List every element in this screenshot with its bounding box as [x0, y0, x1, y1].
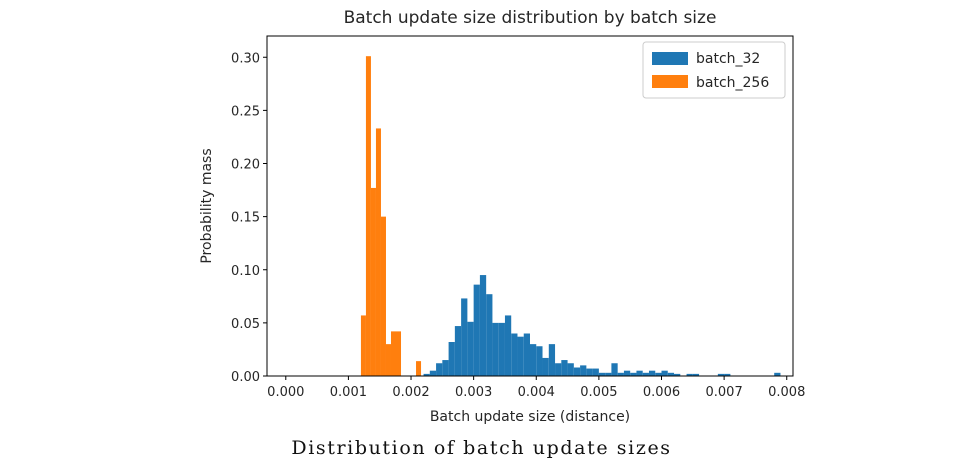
bar-batch-32-15: [517, 336, 524, 376]
bar-batch-32-16: [523, 333, 530, 376]
bar-batch-32-18: [536, 346, 543, 376]
bar-batch-32-1: [429, 370, 437, 376]
bar-batch-256-3: [375, 128, 381, 376]
plot-bars: [360, 56, 781, 377]
bar-batch-32-0: [423, 373, 430, 377]
y-axis-ticks: 0.00 0.05 0.10 0.15 0.20 0.25 0.30: [231, 51, 267, 385]
legend-swatch-batch-256: [652, 75, 688, 88]
legend-label-batch-32: batch_32: [696, 51, 760, 67]
bar-batch-32-19: [542, 357, 549, 376]
bar-batch-32-39: [667, 372, 675, 376]
bar-batch-256-4: [380, 216, 386, 377]
histogram-figure: Batch update size distribution by batch …: [199, 8, 805, 425]
bar-batch-32-12: [498, 322, 505, 377]
bar-batch-32-11: [492, 322, 499, 377]
bar-batch-32-41: [686, 373, 693, 377]
x-tick-label: 0.006: [643, 385, 680, 400]
bar-batch-256-7: [396, 331, 402, 377]
bar-batch-256-0: [360, 315, 366, 376]
x-tick-label: 0.007: [706, 385, 743, 400]
bar-batch-32-40: [674, 373, 681, 377]
bar-batch-32-29: [605, 372, 612, 376]
y-tick-label: 0.30: [231, 51, 260, 66]
bar-batch-32-36: [648, 370, 656, 376]
bar-batch-32-8: [473, 284, 480, 377]
x-tick-label: 0.001: [330, 385, 367, 400]
bar-batch-32-21: [555, 363, 562, 376]
bar-batch-32-43: [717, 373, 725, 377]
bar-batch-32-28: [598, 372, 606, 376]
bar-batch-32-25: [580, 365, 587, 377]
bar-batch-32-13: [504, 315, 512, 376]
bar-batch-32-17: [530, 344, 537, 377]
bar-batch-32-30: [611, 363, 618, 376]
bar-batch-32-2: [436, 363, 443, 376]
bar-batch-32-6: [461, 298, 468, 376]
chart-title: Batch update size distribution by batch …: [344, 8, 717, 28]
bar-batch-32-14: [511, 333, 518, 376]
x-axis-label: Batch update size (distance): [430, 409, 630, 425]
bar-batch-32-5: [454, 326, 462, 376]
y-tick-label: 0.10: [231, 264, 260, 279]
bar-batch-32-33: [630, 372, 637, 376]
bar-batch-32-44: [724, 373, 731, 377]
x-tick-label: 0.000: [267, 385, 304, 400]
bar-batch-32-34: [636, 370, 643, 376]
legend-label-batch-256: batch_256: [696, 75, 769, 91]
bar-batch-32-7: [467, 321, 474, 376]
bar-batch-32-3: [442, 360, 449, 376]
bar-batch-32-31: [617, 372, 624, 376]
legend: batch_32 batch_256: [642, 41, 786, 99]
bar-batch-32-9: [479, 275, 487, 376]
bar-batch-256-6: [390, 331, 396, 377]
bar-batch-256-2: [370, 187, 376, 376]
bar-batch-32-23: [567, 363, 574, 376]
y-axis-label: Probability mass: [199, 148, 215, 263]
bar-batch-32-32: [623, 370, 631, 376]
bar-batch-32-45: [774, 372, 781, 376]
bar-batch-32-22: [561, 360, 568, 376]
bar-batch-32-38: [661, 370, 668, 376]
bar-batch-32-10: [486, 294, 493, 376]
figure-caption: Distribution of batch update sizes: [291, 437, 672, 459]
bar-batch-256-1: [365, 56, 371, 376]
y-tick-label: 0.05: [231, 317, 260, 332]
bar-batch-32-24: [573, 367, 581, 376]
bar-batch-32-27: [592, 368, 599, 376]
bar-batch-256-8: [416, 361, 422, 377]
x-tick-label: 0.005: [580, 385, 617, 400]
x-tick-label: 0.003: [455, 385, 492, 400]
y-tick-label: 0.20: [231, 158, 260, 173]
x-tick-label: 0.008: [768, 385, 805, 400]
plot-frame: [266, 35, 794, 377]
y-tick-label: 0.15: [231, 211, 260, 226]
x-axis-ticks: 0.000 0.001 0.002 0.003 0.004 0.005 0.006 0.007…: [267, 376, 805, 400]
bar-batch-256-5: [385, 344, 391, 377]
bar-batch-32-42: [692, 373, 700, 377]
x-tick-label: 0.002: [392, 385, 429, 400]
y-tick-label: 0.00: [231, 370, 260, 385]
bar-batch-32-4: [448, 342, 455, 376]
bar-batch-32-26: [586, 368, 593, 376]
bar-batch-32-35: [642, 372, 649, 376]
y-tick-label: 0.25: [231, 104, 260, 119]
legend-swatch-batch-32: [652, 52, 688, 65]
x-tick-label: 0.004: [518, 385, 555, 400]
bar-batch-32-20: [548, 344, 556, 377]
bar-batch-32-37: [655, 372, 662, 376]
